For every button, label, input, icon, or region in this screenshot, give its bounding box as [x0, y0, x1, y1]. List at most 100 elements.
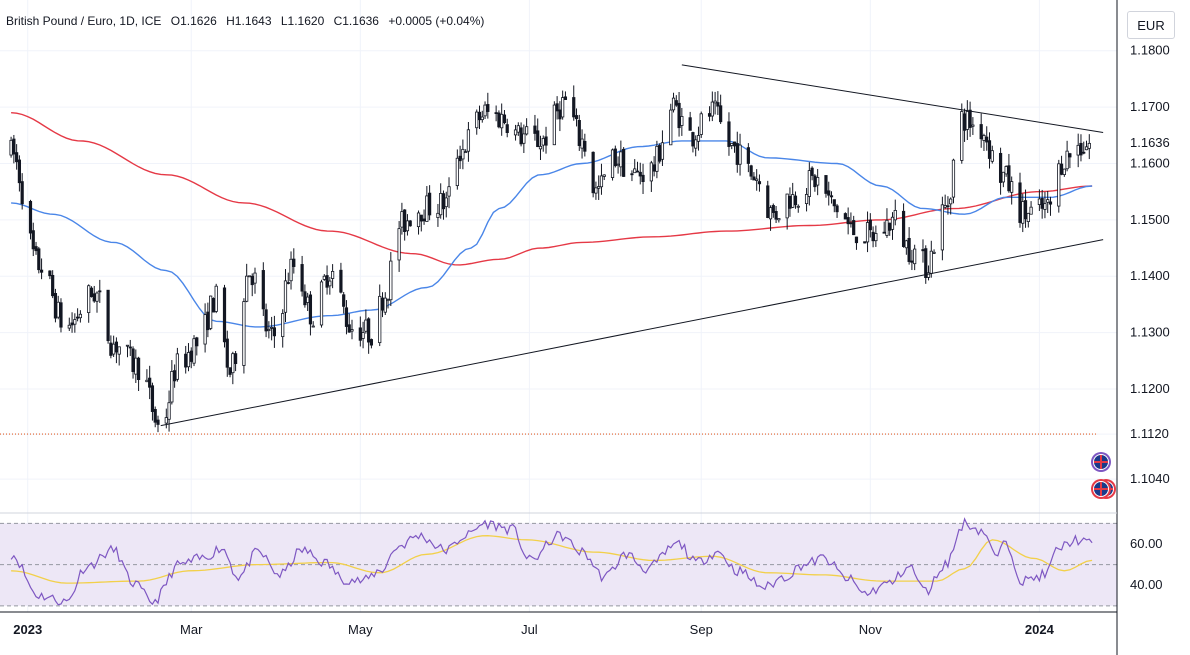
uk-flag-icon[interactable]: [1091, 452, 1111, 472]
candle: [397, 221, 401, 272]
uk-flag-icon[interactable]: [1091, 479, 1111, 499]
candle-body: [804, 193, 809, 205]
candle-body: [1029, 206, 1033, 215]
candle-body: [233, 353, 238, 365]
candle: [962, 108, 967, 142]
candle: [31, 222, 35, 257]
candle-body: [214, 285, 218, 312]
candle: [344, 300, 349, 335]
candle-body: [885, 219, 889, 236]
candle-body: [1076, 144, 1080, 156]
candle: [513, 124, 518, 141]
candle-body: [854, 236, 859, 244]
candle: [364, 309, 368, 334]
candle-body: [757, 181, 762, 185]
candle-body: [943, 205, 947, 208]
candle: [888, 222, 892, 236]
candle: [619, 140, 623, 177]
candle: [998, 147, 1003, 195]
candle: [378, 284, 382, 347]
candle-body: [477, 111, 482, 121]
candle-body: [311, 325, 315, 328]
event-flags[interactable]: [1091, 452, 1116, 499]
candle-body: [439, 193, 443, 216]
candle: [439, 183, 443, 219]
candle-body: [913, 248, 917, 265]
candle-body: [990, 150, 994, 162]
candle: [960, 103, 964, 164]
candle-body: [904, 240, 908, 249]
candle: [885, 208, 889, 238]
candle: [932, 249, 936, 254]
candle: [985, 126, 989, 151]
candle: [752, 172, 756, 181]
price-tick-label: 1.1300: [1130, 325, 1170, 340]
candle-body: [505, 124, 509, 133]
candle: [53, 288, 58, 323]
candle: [1007, 153, 1011, 193]
candle: [156, 415, 160, 433]
upper-trendline[interactable]: [681, 64, 1104, 133]
lower-trendline[interactable]: [160, 239, 1104, 427]
candle-body: [707, 113, 712, 117]
candle-body: [17, 159, 22, 184]
candle-body: [1048, 201, 1053, 205]
candle: [730, 143, 734, 150]
candle: [638, 162, 642, 185]
candle: [311, 321, 315, 328]
candle: [145, 369, 149, 383]
candle: [367, 317, 371, 354]
candle-body: [987, 140, 992, 159]
candle: [494, 105, 498, 122]
candle: [28, 199, 33, 240]
candle-body: [78, 313, 82, 319]
candle-body: [874, 233, 878, 242]
symbol-name[interactable]: British Pound / Euro, 1D, ICE: [6, 14, 162, 28]
candle: [863, 241, 867, 244]
candle-body: [12, 138, 16, 155]
candle-body: [361, 332, 365, 339]
candle: [793, 191, 798, 209]
candle: [39, 258, 44, 280]
candle: [580, 129, 584, 159]
currency-button[interactable]: EUR: [1127, 11, 1175, 39]
candle-body: [594, 187, 598, 194]
candle-body: [228, 367, 232, 375]
candle-body: [533, 125, 537, 134]
candle: [325, 265, 329, 295]
candle: [696, 126, 701, 151]
candle-body: [649, 162, 653, 182]
candle: [242, 298, 246, 374]
candle-body: [671, 97, 676, 111]
candle: [231, 351, 235, 385]
candle-body: [865, 222, 870, 243]
candle-body: [444, 197, 448, 208]
candle: [791, 182, 795, 209]
candle-body: [785, 193, 789, 219]
candle: [444, 191, 448, 218]
candle-body: [1046, 199, 1050, 203]
candle-body: [619, 151, 623, 168]
candle-body: [1084, 146, 1089, 151]
candle-body: [696, 135, 701, 142]
candle-body: [31, 230, 35, 250]
candle: [583, 133, 587, 157]
candle: [655, 140, 659, 179]
candle: [1057, 159, 1061, 213]
candle-body: [39, 269, 44, 273]
candle-body: [300, 264, 304, 292]
candle: [164, 408, 168, 429]
candle-body: [635, 170, 640, 173]
candle: [261, 262, 265, 316]
candle-body: [616, 163, 620, 166]
candle-body: [710, 101, 714, 117]
candle: [874, 225, 878, 247]
candle: [233, 351, 238, 372]
candle: [109, 335, 113, 359]
candle: [755, 169, 759, 191]
candle-body: [364, 319, 368, 332]
candle: [674, 95, 678, 107]
candle-body: [1037, 198, 1041, 205]
candle-body: [536, 130, 540, 148]
